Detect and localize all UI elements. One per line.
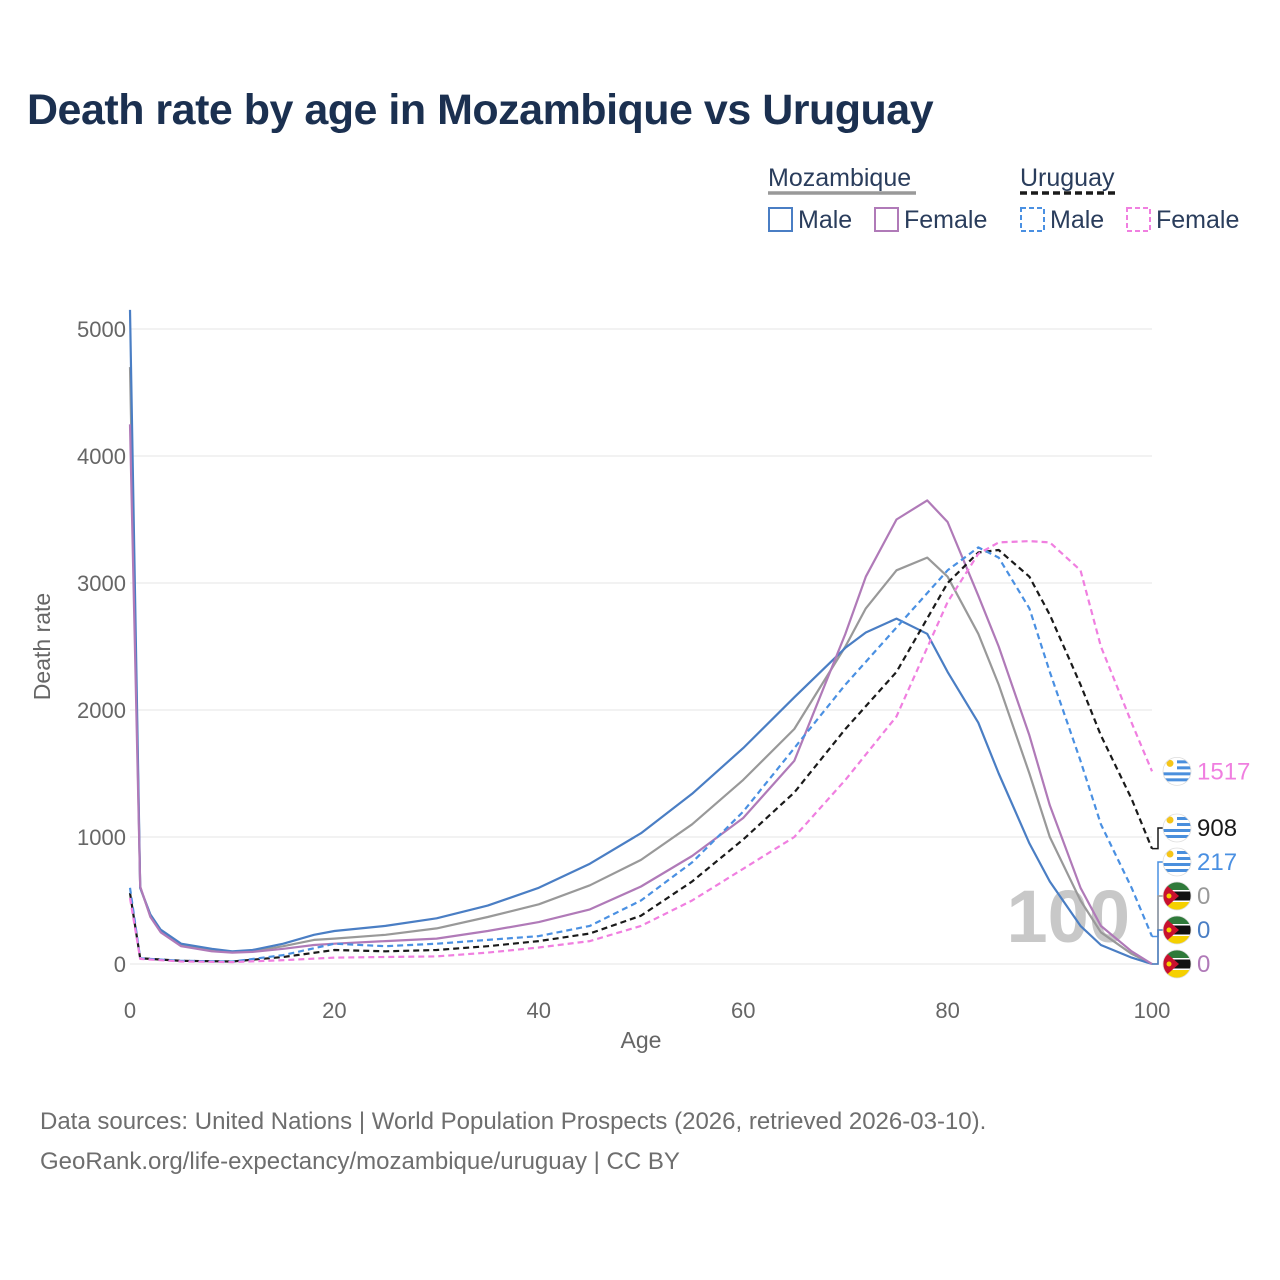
series-line-uruguay-total <box>128 548 1154 963</box>
chart-title: Death rate by age in Mozambique vs Urugu… <box>27 86 934 134</box>
legend-item-label: Female <box>1156 206 1239 234</box>
flag-yellow <box>1163 936 1191 944</box>
uruguay-flag-icon <box>1163 814 1191 842</box>
year-watermark: 100 <box>1007 875 1130 958</box>
flag-yellow <box>1163 902 1191 910</box>
flag-sun <box>1166 816 1174 824</box>
flag-stripe <box>1163 863 1191 866</box>
end-label-connector <box>1152 827 1164 850</box>
x-axis-title: Age <box>621 1027 662 1053</box>
end-labels: 1517 908 217 0 0 0 <box>1152 756 1250 979</box>
flag-white <box>1163 924 1191 926</box>
y-tick-label: 1000 <box>77 825 126 850</box>
flag-stripe <box>1163 778 1191 782</box>
flag-sun <box>1166 850 1174 858</box>
mozambique-flag-icon <box>1163 882 1191 910</box>
flag-white <box>1163 968 1191 970</box>
end-label-value: 1517 <box>1197 758 1250 785</box>
flag-border <box>1162 949 1192 979</box>
flag-stripe <box>1163 829 1191 832</box>
series-lines <box>128 309 1154 966</box>
mozambique-flag-icon <box>1163 950 1191 978</box>
flag-stripe <box>1163 835 1191 838</box>
end-label-value: 0 <box>1197 951 1210 978</box>
end-label-flag <box>1162 915 1192 945</box>
legend-group-title: Mozambique <box>768 164 911 192</box>
end-label-value: 0 <box>1197 883 1210 910</box>
x-tick-label: 60 <box>731 998 755 1023</box>
flag-green <box>1163 916 1191 925</box>
flag-star <box>1166 893 1172 899</box>
end-label-value: 217 <box>1197 849 1237 876</box>
end-label-flag <box>1162 847 1192 877</box>
flag-white <box>1163 890 1191 892</box>
grid <box>130 328 1152 965</box>
end-label-value: 908 <box>1197 815 1237 842</box>
mozambique-flag-icon <box>1163 916 1191 944</box>
flag-white <box>1163 958 1191 960</box>
legend-swatch <box>1020 207 1045 232</box>
flag-border <box>1162 915 1192 945</box>
flag-stripe <box>1163 869 1191 872</box>
x-tick-label: 0 <box>124 998 136 1023</box>
series-line-uruguay-female <box>128 539 1154 964</box>
y-tick-label: 4000 <box>77 444 126 469</box>
legend-item-label: Male <box>798 206 852 234</box>
x-tick-label: 100 <box>1134 998 1171 1023</box>
legend-swatch <box>768 207 793 232</box>
legend-swatch <box>874 207 899 232</box>
end-label-flag <box>1162 949 1192 979</box>
y-axis-title: Death rate <box>29 593 55 700</box>
series-line-mozambique-total <box>128 367 1153 965</box>
end-label-flag <box>1162 756 1192 786</box>
flag-white <box>1163 934 1191 936</box>
y-tick-label: 5000 <box>77 317 126 342</box>
end-label-flag <box>1162 813 1192 843</box>
flag-border <box>1162 881 1192 911</box>
flag-star <box>1166 961 1172 967</box>
flag-border <box>1162 756 1192 786</box>
series-line-uruguay-male <box>128 546 1154 963</box>
series-line-mozambique-female <box>128 424 1153 965</box>
end-label-value: 0 <box>1197 917 1210 944</box>
flag-border <box>1162 847 1192 877</box>
flag-white <box>1163 900 1191 902</box>
flag-border <box>1162 813 1192 843</box>
end-label-flag <box>1162 881 1192 911</box>
x-tick-label: 40 <box>527 998 551 1023</box>
legend: Mozambique Male Female Uruguay Male Female <box>768 164 1239 234</box>
flag-stripe <box>1163 772 1191 776</box>
series-line-mozambique-male <box>128 309 1153 966</box>
flag-yellow <box>1163 970 1191 978</box>
legend-item-label: Male <box>1050 206 1104 234</box>
flag-sun <box>1166 759 1174 767</box>
source-text: Data sources: United Nations | World Pop… <box>40 1108 987 1135</box>
flag-green <box>1163 950 1191 959</box>
end-label-connector <box>1152 929 1164 965</box>
flag-green <box>1163 882 1191 891</box>
x-tick-label: 20 <box>322 998 346 1023</box>
x-tick-label: 80 <box>935 998 959 1023</box>
legend-item-label: Female <box>904 206 987 234</box>
axes: 0 1000 2000 3000 4000 5000 0 20 40 60 80 100 Age Deat… <box>29 317 1170 1053</box>
legend-group-title: Uruguay <box>1020 164 1115 192</box>
flag-star <box>1166 927 1172 933</box>
y-tick-label: 0 <box>114 952 126 977</box>
source-link[interactable]: GeoRank.org/life-expectancy/mozambique/u… <box>40 1148 680 1175</box>
y-tick-label: 3000 <box>77 571 126 596</box>
y-tick-label: 2000 <box>77 698 126 723</box>
legend-swatch <box>1126 207 1151 232</box>
